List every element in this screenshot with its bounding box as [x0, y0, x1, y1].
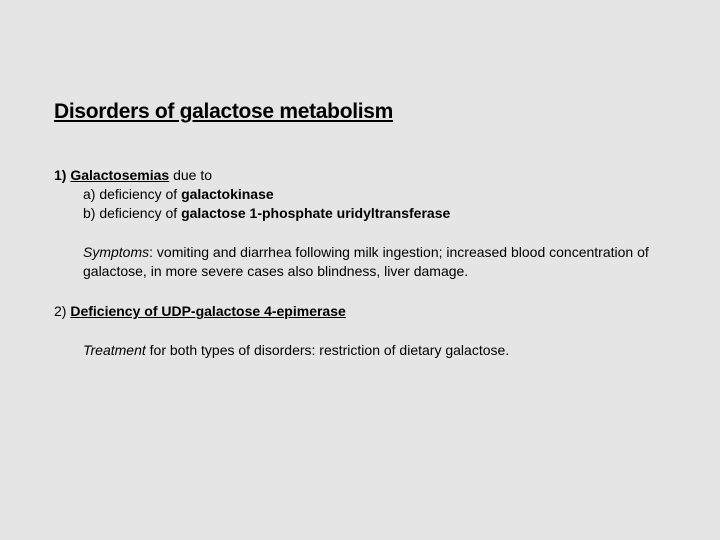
item-2-label: Deficiency of UDP-galactose 4-epimerase	[70, 303, 345, 319]
item-1-after: due to	[169, 167, 212, 183]
item-2-treatment: Treatment for both types of disorders: r…	[54, 341, 670, 360]
item-1a-prefix: a) deficiency of	[83, 186, 181, 202]
treatment-text: for both types of disorders: restriction…	[146, 342, 509, 358]
item-1a: a) deficiency of galactokinase	[83, 185, 670, 204]
item-2-term-wrap: Deficiency of UDP-galactose 4-epimerase	[70, 303, 345, 319]
item-1-term: Galactosemias	[70, 167, 169, 183]
item-1-sublist: a) deficiency of galactokinase b) defici…	[54, 185, 670, 223]
treatment-label: Treatment	[83, 342, 146, 358]
item-2-header: 2) Deficiency of UDP-galactose 4-epimera…	[54, 302, 670, 321]
page-title: Disorders of galactose metabolism	[54, 100, 670, 124]
item-1-term-wrap: Galactosemias due to	[70, 167, 212, 183]
item-2-number: 2)	[54, 303, 66, 319]
item-1-symptoms: Symptoms: vomiting and diarrhea followin…	[54, 243, 670, 281]
item-1-number: 1)	[54, 167, 66, 183]
item-1-header: 1) Galactosemias due to	[54, 166, 670, 185]
symptoms-label: Symptoms	[83, 244, 149, 260]
item-1b-prefix: b) deficiency of	[83, 205, 181, 221]
item-1b-bold: galactose 1-phosphate uridyltransferase	[181, 205, 450, 221]
item-1a-bold: galactokinase	[181, 186, 274, 202]
item-1b: b) deficiency of galactose 1-phosphate u…	[83, 204, 670, 223]
symptoms-text: : vomiting and diarrhea following milk i…	[83, 244, 649, 279]
item-2: 2) Deficiency of UDP-galactose 4-epimera…	[54, 302, 670, 360]
item-1: 1) Galactosemias due to a) deficiency of…	[54, 166, 670, 280]
